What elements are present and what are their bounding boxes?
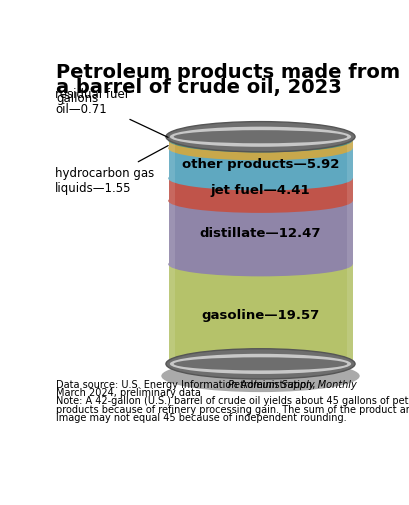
Polygon shape <box>169 137 353 141</box>
Ellipse shape <box>166 122 354 153</box>
Polygon shape <box>169 141 353 149</box>
Ellipse shape <box>168 167 352 191</box>
Polygon shape <box>346 137 353 364</box>
Ellipse shape <box>168 189 352 214</box>
Text: other products—5.92: other products—5.92 <box>181 158 338 171</box>
Ellipse shape <box>173 131 346 144</box>
Text: Petroleum products made from: Petroleum products made from <box>56 63 399 82</box>
Text: products because of refinery processing gain. The sum of the product amounts in : products because of refinery processing … <box>56 404 409 414</box>
Ellipse shape <box>168 129 352 153</box>
Text: gasoline—19.57: gasoline—19.57 <box>201 308 319 321</box>
Polygon shape <box>169 265 353 364</box>
Text: Data source: U.S. Energy Information Administration,: Data source: U.S. Energy Information Adm… <box>56 379 318 389</box>
Ellipse shape <box>168 252 352 277</box>
Ellipse shape <box>173 358 346 371</box>
Text: hydrocarbon gas
liquids—1.55: hydrocarbon gas liquids—1.55 <box>55 146 168 194</box>
Text: March 2024, preliminary data: March 2024, preliminary data <box>56 387 200 397</box>
Text: jet fuel—4.41: jet fuel—4.41 <box>210 184 310 196</box>
Ellipse shape <box>161 360 359 392</box>
Polygon shape <box>169 149 353 179</box>
Text: Petroleum Supply Monthly: Petroleum Supply Monthly <box>227 379 356 389</box>
Ellipse shape <box>166 349 354 379</box>
Text: residual fuel
oil—0.71: residual fuel oil—0.71 <box>55 88 168 138</box>
Text: a barrel of crude oil, 2023: a barrel of crude oil, 2023 <box>56 77 341 96</box>
Ellipse shape <box>169 127 351 147</box>
Ellipse shape <box>168 137 352 161</box>
Text: gallons: gallons <box>56 92 98 105</box>
Polygon shape <box>169 201 353 265</box>
Text: distillate—12.47: distillate—12.47 <box>199 227 321 239</box>
Ellipse shape <box>169 354 351 374</box>
Polygon shape <box>169 179 353 201</box>
Text: Note: A 42-gallon (U.S.) barrel of crude oil yields about 45 gallons of petroleu: Note: A 42-gallon (U.S.) barrel of crude… <box>56 395 409 406</box>
Polygon shape <box>169 137 175 364</box>
Text: image may not equal 45 because of independent rounding.: image may not equal 45 because of indepe… <box>56 413 346 423</box>
